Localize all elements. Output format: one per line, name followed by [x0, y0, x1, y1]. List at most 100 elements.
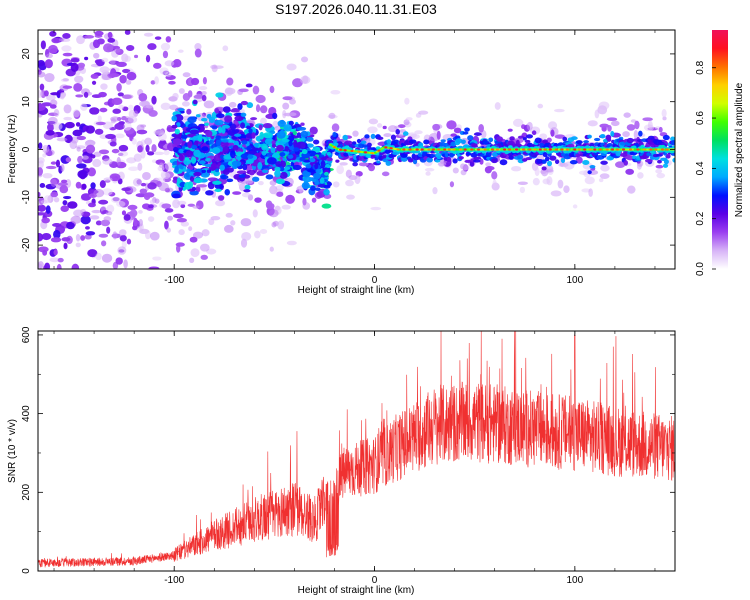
spectrogram-cell — [110, 116, 121, 122]
spectrogram-cell — [118, 144, 129, 152]
spectrogram-cell — [531, 130, 537, 136]
spectrogram-cell — [269, 180, 277, 186]
spectrogram-cell — [240, 100, 249, 106]
spectrogram-cell — [150, 80, 156, 85]
spectrogram-cell — [38, 167, 43, 176]
spectrogram-cell — [159, 67, 169, 75]
spectrogram-cell — [252, 209, 258, 218]
spectrogram-cell — [285, 194, 295, 204]
spectrogram-cell — [302, 176, 313, 183]
spectrogram-cell — [316, 191, 326, 198]
spectrogram-cell — [621, 148, 626, 151]
spectrogram-cell — [606, 155, 615, 161]
spectrogram-cell — [107, 37, 116, 43]
spectrogram-cell — [269, 85, 275, 94]
spectrogram-cell — [478, 123, 484, 133]
spectrogram-cell — [200, 254, 208, 260]
spectrogram-marks — [38, 30, 675, 269]
spectrogram-cell — [427, 148, 431, 151]
spectrogram-cell — [75, 181, 82, 189]
y-tick-label: 20 — [21, 48, 32, 60]
spectrogram-cell — [436, 130, 441, 140]
spectrogram-cell — [154, 36, 162, 40]
spectrogram-cell — [215, 168, 220, 173]
spectrogram-cell — [276, 144, 284, 152]
spectrogram-cell — [252, 85, 260, 95]
spectrogram-cell — [656, 172, 666, 179]
spectrogram-cell — [70, 57, 80, 63]
spectrogram-cell — [262, 123, 273, 129]
spectrogram-cell — [45, 130, 55, 136]
spectrogram-cell — [326, 151, 332, 156]
spectrogram-cell — [526, 134, 534, 139]
spectrogram-cell — [352, 161, 358, 167]
spectrogram-cell — [41, 232, 52, 241]
spectrogram-cell — [426, 157, 433, 163]
spectrogram-cell — [282, 109, 287, 119]
spectrogram-cell — [111, 196, 121, 204]
spectrogram-cell — [660, 148, 665, 151]
spectrogram-cell — [108, 73, 120, 78]
spectrogram-cell — [142, 171, 151, 181]
spectrogram-cell — [162, 50, 169, 59]
spectrogram-cell — [361, 144, 369, 148]
spectrogram-cell — [187, 140, 193, 149]
spectrogram-cell — [174, 165, 179, 174]
spectrogram-cell — [50, 92, 60, 96]
spectrogram-cell — [328, 112, 336, 119]
spectrogram-cell — [363, 151, 368, 154]
spectrogram-cell — [85, 144, 96, 154]
spectrogram-cell — [657, 159, 662, 164]
spectrogram-cell — [70, 62, 79, 72]
spectrogram-cell — [509, 136, 515, 141]
spectrogram-cell — [189, 257, 195, 263]
spectrogram-cell — [627, 185, 636, 194]
spectrogram-cell — [261, 150, 267, 156]
spectrogram-cell — [128, 166, 139, 172]
spectrogram-cell — [588, 148, 592, 151]
spectrogram-cell — [222, 106, 231, 113]
spectrogram-cell — [305, 143, 314, 148]
spectrogram-cell — [224, 188, 230, 196]
spectrogram-cell — [95, 252, 102, 261]
colorbar-tick-label: 0.4 — [695, 161, 706, 175]
spectrogram-cell — [283, 124, 292, 132]
spectrogram-cell — [121, 187, 131, 192]
spectrogram-cell — [72, 109, 80, 118]
spectrogram-cell — [208, 139, 214, 145]
spectrogram-cell — [258, 180, 264, 186]
spectrogram-cell — [249, 170, 255, 176]
spectrogram-cell — [105, 211, 113, 216]
spectrogram-cell — [449, 181, 455, 188]
spectrogram-cell — [370, 133, 376, 139]
spectrogram-cell — [53, 249, 58, 256]
spectrogram-cell — [49, 257, 60, 263]
spectrogram-cell — [584, 145, 590, 150]
spectrogram-y-label: Frequency (Hz) — [7, 115, 18, 184]
spectrogram-cell — [605, 148, 609, 151]
spectrogram-cell — [277, 120, 287, 128]
spectrogram-cell — [131, 138, 137, 145]
spectrogram-cell — [215, 138, 223, 147]
spectrogram-cell — [178, 148, 185, 154]
spectrogram-cell — [642, 148, 646, 151]
spectrogram-cell — [186, 168, 191, 174]
spectrogram-cell — [532, 177, 540, 186]
spectrogram-cell — [112, 231, 118, 240]
spectrogram-cell — [260, 117, 267, 125]
spectrogram-cell — [187, 76, 193, 86]
spectrogram-cell — [103, 177, 113, 182]
spectrogram-cell — [542, 152, 548, 158]
spectrogram-cell — [271, 140, 276, 145]
spectrogram-cell — [507, 148, 512, 151]
spectrogram-cell — [545, 156, 550, 162]
spectrogram-cell — [268, 209, 279, 218]
spectrogram-cell — [238, 174, 246, 178]
spectrogram-cell — [343, 149, 347, 152]
spectrogram-cell — [80, 103, 88, 111]
spectrogram-cell — [286, 240, 297, 246]
spectrogram-cell — [40, 199, 48, 204]
spectrogram-cell — [38, 90, 43, 98]
spectrogram-cell — [114, 133, 125, 139]
spectrogram-cell — [128, 104, 134, 110]
